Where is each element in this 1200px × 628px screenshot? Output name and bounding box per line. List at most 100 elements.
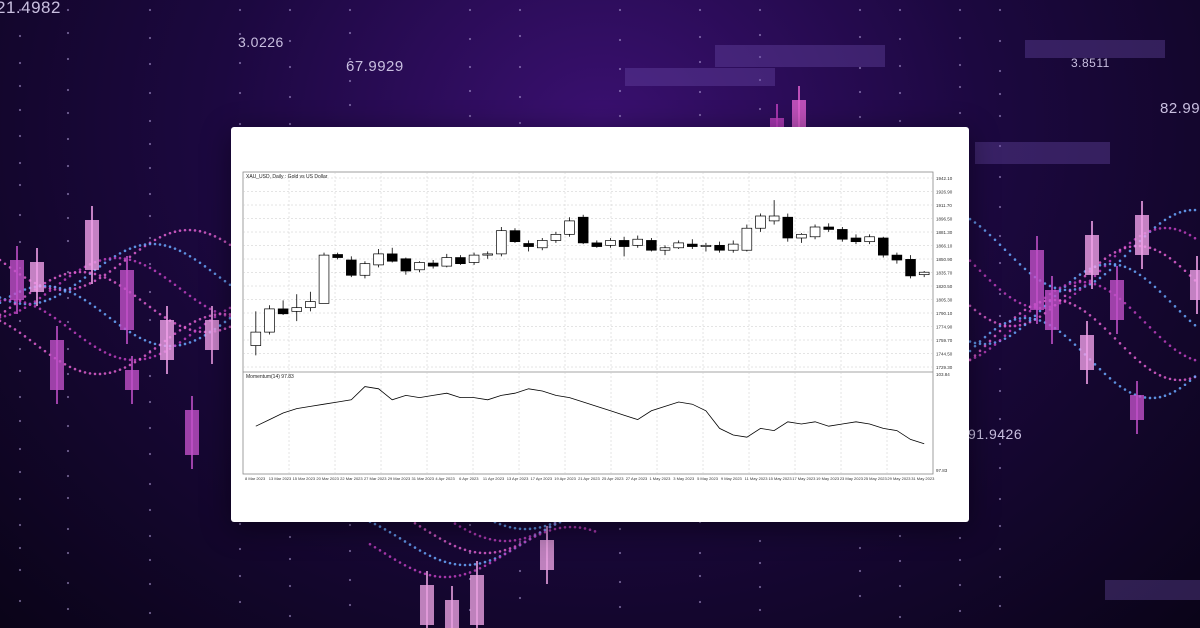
candle-body: [905, 259, 916, 277]
bg-wave-dot: [23, 288, 27, 291]
bg-wave-dot: [123, 357, 127, 361]
bg-wave-dot: [1038, 319, 1042, 322]
bg-wave-dot: [1103, 262, 1107, 266]
bg-wave-dot: [433, 556, 437, 560]
bg-wave-dot: [988, 279, 992, 282]
bg-wave-dot: [998, 324, 1002, 328]
bg-dot: [148, 611, 152, 615]
bg-wave-dot: [543, 524, 547, 528]
bg-wave-dot: [1178, 264, 1182, 268]
candle-body: [673, 242, 684, 249]
candle-body: [291, 307, 303, 312]
bg-wave-dot: [1018, 323, 1022, 327]
candle-body: [414, 262, 425, 271]
bg-dot: [898, 8, 902, 12]
bg-wave-dot: [153, 269, 157, 273]
bg-wave-dot: [193, 339, 197, 342]
bg-number-5: 82.992: [1160, 100, 1200, 117]
bg-wave-dot: [1073, 284, 1077, 288]
bg-wave-dot: [213, 313, 217, 317]
bg-dot: [998, 466, 1002, 470]
bg-dot: [238, 61, 242, 65]
bg-wave-dot: [1003, 337, 1007, 340]
bg-wave-dot: [408, 566, 412, 570]
bg-wave-dot: [998, 322, 1002, 326]
bg-wave-dot: [1148, 396, 1152, 400]
bg-wave-dot: [58, 292, 62, 296]
bg-wave-dot: [533, 526, 537, 530]
bg-dot: [998, 144, 1002, 148]
bg-wave-dot: [1128, 267, 1132, 271]
bg-dot: [18, 369, 22, 373]
bg-panel: [1025, 40, 1165, 58]
x-tick-label: 21 Apr 2023: [578, 476, 600, 481]
bg-wave-dot: [73, 270, 77, 274]
bg-dot: [998, 604, 1002, 608]
bg-wave-dot: [223, 240, 227, 243]
bg-dot: [66, 607, 70, 611]
bg-candle-body: [1130, 395, 1144, 420]
bg-wave-dot: [1058, 301, 1062, 305]
bg-wave-dot: [63, 362, 67, 366]
bg-wave-dot: [1123, 254, 1127, 258]
bg-wave-dot: [1168, 392, 1172, 396]
candle: [618, 236, 630, 257]
bg-wave-dot: [1098, 261, 1102, 264]
bg-dot: [618, 114, 622, 118]
bg-wave-dot: [98, 259, 102, 262]
bg-wave-dot: [33, 300, 37, 303]
bg-wave-dot: [3, 322, 7, 325]
bg-wave-dot: [973, 221, 977, 224]
bg-wave-dot: [228, 316, 232, 320]
bg-wave-dot: [993, 341, 997, 344]
bg-wave-dot: [1083, 284, 1087, 287]
bg-wave-dot: [413, 568, 417, 572]
bg-wave-dot: [1068, 282, 1072, 286]
bg-wave-dot: [523, 527, 527, 531]
bg-wave-dot: [1103, 272, 1107, 276]
bg-wave-dot: [38, 307, 42, 311]
x-tick-label: 25 Apr 2023: [602, 476, 624, 481]
bg-wave-dot: [503, 548, 507, 552]
bg-wave-dot: [228, 306, 232, 310]
bg-wave-dot: [1163, 226, 1167, 230]
bg-candle-body: [445, 600, 459, 628]
bg-wave-dot: [163, 276, 167, 279]
bg-wave-dot: [1158, 395, 1162, 399]
bg-wave-dot: [1193, 323, 1197, 327]
bg-number-4: 3.8511: [1071, 56, 1110, 70]
candle: [727, 240, 739, 253]
bg-wave-dot: [158, 243, 162, 246]
bg-wave-dot: [1153, 396, 1157, 400]
bg-dot: [698, 90, 702, 94]
price-tick-label: 1774.90: [936, 325, 953, 330]
bg-wave-dot: [68, 274, 72, 278]
bg-dot: [858, 66, 862, 70]
bg-wave-dot: [3, 262, 7, 266]
bg-dot: [18, 347, 22, 351]
price-tick-label: 1850.90: [936, 257, 953, 262]
bg-wave-dot: [378, 525, 382, 528]
bg-wave-dot: [0, 299, 2, 302]
bg-wave-dot: [193, 298, 197, 301]
bg-dot: [998, 114, 1002, 118]
bg-wave-dot: [978, 312, 982, 316]
bg-wave-dot: [113, 320, 117, 324]
bg-wave-dot: [1188, 377, 1192, 380]
bg-candle-body: [205, 320, 219, 350]
bg-wave-dot: [1173, 213, 1177, 216]
bg-wave-dot: [378, 549, 382, 552]
bg-wave-dot: [1128, 241, 1132, 245]
bg-wave-dot: [418, 570, 422, 574]
bg-wave-dot: [983, 344, 987, 348]
bg-wave-dot: [443, 575, 447, 579]
bg-wave-dot: [1163, 218, 1167, 222]
bg-wave-dot: [1078, 280, 1082, 284]
bg-dot: [238, 522, 242, 526]
bg-wave-dot: [593, 530, 597, 533]
bg-wave-dot: [1063, 288, 1067, 292]
bg-dot: [288, 535, 292, 539]
bg-dot: [698, 551, 702, 555]
bg-wave-dot: [1088, 279, 1092, 283]
bg-dot: [148, 119, 152, 123]
